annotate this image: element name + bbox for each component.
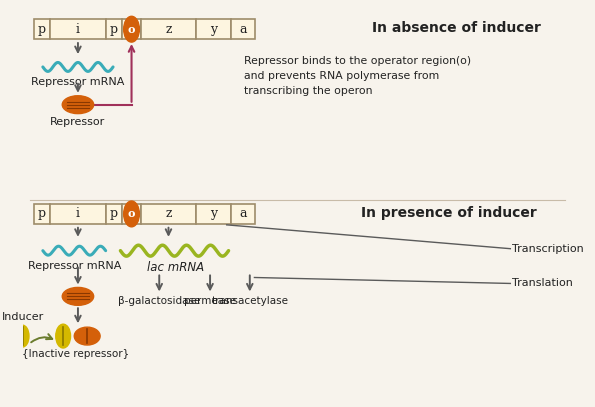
- Text: a: a: [240, 23, 247, 36]
- Bar: [106, 204, 123, 224]
- Bar: [196, 19, 231, 39]
- Text: z: z: [165, 23, 172, 36]
- Text: β-galactosidase: β-galactosidase: [118, 296, 201, 306]
- Bar: [231, 204, 255, 224]
- Bar: [141, 19, 196, 39]
- Text: transacetylase: transacetylase: [211, 296, 289, 306]
- Text: z: z: [165, 208, 172, 221]
- Text: y: y: [210, 23, 217, 36]
- Bar: [123, 204, 141, 224]
- Bar: [106, 19, 123, 39]
- Text: permease: permease: [184, 296, 236, 306]
- Text: Repressor mRNA: Repressor mRNA: [32, 77, 124, 87]
- Text: Inducer: Inducer: [1, 312, 43, 322]
- Text: i: i: [76, 208, 80, 221]
- Text: a: a: [240, 208, 247, 221]
- Text: p: p: [110, 23, 118, 36]
- Text: p: p: [38, 208, 46, 221]
- Text: {Inactive repressor}: {Inactive repressor}: [23, 349, 130, 359]
- Bar: [231, 19, 255, 39]
- Text: p: p: [110, 208, 118, 221]
- Text: o: o: [128, 24, 135, 35]
- Text: In presence of inducer: In presence of inducer: [362, 206, 537, 220]
- Text: In absence of inducer: In absence of inducer: [372, 21, 541, 35]
- Bar: [50, 19, 106, 39]
- Text: Repressor binds to the operator region(o)
and prevents RNA polymerase from
trans: Repressor binds to the operator region(o…: [245, 56, 471, 96]
- Ellipse shape: [16, 325, 29, 347]
- Text: i: i: [76, 23, 80, 36]
- Text: p: p: [38, 23, 46, 36]
- Bar: [33, 204, 50, 224]
- Text: Translation: Translation: [512, 278, 573, 289]
- Bar: [50, 204, 106, 224]
- Ellipse shape: [56, 324, 71, 348]
- Ellipse shape: [124, 201, 139, 227]
- Text: Repressor: Repressor: [51, 116, 105, 127]
- Ellipse shape: [74, 327, 100, 345]
- Ellipse shape: [124, 16, 139, 42]
- Text: lac mRNA: lac mRNA: [148, 260, 205, 274]
- Bar: [141, 204, 196, 224]
- Text: y: y: [210, 208, 217, 221]
- Bar: [123, 19, 141, 39]
- Text: Transcription: Transcription: [512, 244, 584, 254]
- Bar: [33, 19, 50, 39]
- Text: o: o: [128, 208, 135, 219]
- Ellipse shape: [62, 96, 93, 114]
- Bar: [196, 204, 231, 224]
- Ellipse shape: [62, 287, 93, 305]
- Text: Repressor mRNA: Repressor mRNA: [27, 260, 121, 271]
